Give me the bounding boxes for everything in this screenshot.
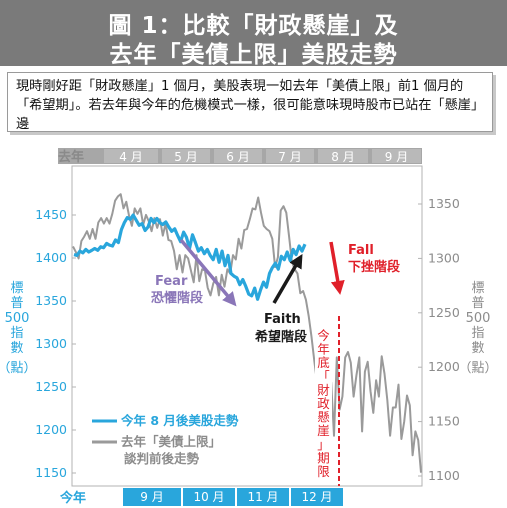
intro-text: 現時剛好距「財政懸崖」1 個月，美股表現一如去年「美債上限」前1 個月的「希望期… bbox=[7, 72, 493, 132]
left-tick-label: 1200 bbox=[35, 422, 67, 437]
top-month-cell bbox=[214, 149, 262, 163]
right-tick-label: 1350 bbox=[428, 196, 460, 211]
deadline-label: 」 bbox=[317, 437, 330, 452]
top-month-label: 5 月 bbox=[174, 150, 197, 164]
left-axis-label: 500 bbox=[5, 311, 30, 326]
right-tick-label: 1250 bbox=[428, 305, 460, 320]
legend-box bbox=[88, 410, 304, 466]
faith-arrow bbox=[272, 253, 303, 304]
left-axis-label: 指 bbox=[10, 326, 23, 341]
left-tick-label: 1400 bbox=[35, 250, 67, 265]
top-month-cell bbox=[372, 149, 421, 163]
left-axis-label: 數 bbox=[10, 341, 23, 356]
legend-this-year-label: 今年 8 月後美股走勢 bbox=[120, 413, 239, 428]
title-line-1: 圖 1：比較「財政懸崖」及 bbox=[108, 13, 399, 39]
legend-last-year-label-2: 談判前後走勢 bbox=[124, 451, 200, 466]
deadline-label: 懸 bbox=[317, 410, 330, 425]
right-axis-label: 普 bbox=[471, 296, 484, 311]
fall-label-zh: 下挫階段 bbox=[348, 259, 400, 275]
bottom-month-label: 11 月 bbox=[247, 490, 278, 504]
top-month-label: 4 月 bbox=[119, 150, 142, 164]
deadline-label: 年 bbox=[317, 342, 330, 357]
left-tick-label: 1300 bbox=[35, 336, 67, 351]
deadline-label: 「 bbox=[317, 369, 330, 384]
top-month-label: 8 月 bbox=[331, 150, 354, 164]
left-axis-label: 普 bbox=[10, 296, 23, 311]
right-axis-label: 500 bbox=[466, 311, 491, 326]
right-axis-label: 標 bbox=[471, 281, 484, 296]
deadline-label: 崖 bbox=[317, 423, 330, 438]
top-month-label: 7 月 bbox=[278, 150, 301, 164]
deadline-label: 今 bbox=[317, 328, 330, 343]
title-line-2: 去年「美債上限」美股走勢 bbox=[109, 42, 398, 68]
fear-arrow bbox=[179, 238, 237, 307]
deadline-label: 政 bbox=[317, 396, 330, 411]
right-tick-label: 1150 bbox=[428, 414, 460, 429]
right-axis-label: （點） bbox=[458, 361, 497, 376]
top-month-label: 9 月 bbox=[385, 150, 408, 164]
bottom-month-label: 10 月 bbox=[193, 490, 224, 504]
faith-label-zh: 希望階段 bbox=[255, 329, 307, 345]
top-month-cell bbox=[318, 149, 368, 163]
left-tick-label: 1350 bbox=[35, 293, 67, 308]
top-month-cell bbox=[266, 149, 314, 163]
right-axis-label: 指 bbox=[471, 326, 484, 341]
fear-label-zh: 恐懼階段 bbox=[151, 290, 203, 306]
series-last-year-line bbox=[72, 193, 422, 473]
bottom-month-cell bbox=[237, 488, 289, 506]
faith-label-en: Faith bbox=[264, 312, 301, 327]
left-tick-label: 1250 bbox=[35, 379, 67, 394]
legend-last-year-label-1: 去年「美債上限」 bbox=[121, 434, 221, 449]
fear-label-en: Fear bbox=[155, 274, 188, 289]
bottom-axis-label: 今年 bbox=[59, 490, 86, 506]
left-axis-label: （點） bbox=[0, 361, 37, 376]
top-month-cell bbox=[162, 149, 210, 163]
title-banner: 圖 1：比較「財政懸崖」及 去年「美債上限」美股走勢 bbox=[0, 0, 507, 68]
deadline-label: 財 bbox=[317, 382, 330, 397]
top-axis-label: 去年 bbox=[58, 149, 84, 165]
fall-label-en: Fall bbox=[348, 243, 374, 258]
left-axis-label: 標 bbox=[10, 281, 23, 296]
bottom-month-cell bbox=[291, 488, 343, 506]
deadline-label: 限 bbox=[317, 464, 330, 479]
deadline-label: 期 bbox=[317, 450, 330, 465]
deadline-label: 底 bbox=[317, 355, 330, 370]
bottom-month-label: 9 月 bbox=[140, 490, 163, 504]
right-tick-label: 1300 bbox=[428, 250, 460, 265]
right-tick-label: 1100 bbox=[428, 468, 460, 483]
left-tick-label: 1150 bbox=[35, 465, 67, 480]
fall-arrow bbox=[329, 241, 345, 295]
left-tick-label: 1450 bbox=[35, 207, 67, 222]
top-month-label: 6 月 bbox=[226, 150, 249, 164]
bottom-month-label: 12 月 bbox=[301, 490, 332, 504]
right-axis-label: 數 bbox=[471, 341, 484, 356]
bottom-month-cell bbox=[183, 488, 235, 506]
right-tick-label: 1200 bbox=[428, 359, 460, 374]
bottom-month-cell bbox=[123, 488, 181, 506]
deadline-label-bg bbox=[315, 328, 332, 482]
top-month-cell bbox=[104, 149, 158, 163]
